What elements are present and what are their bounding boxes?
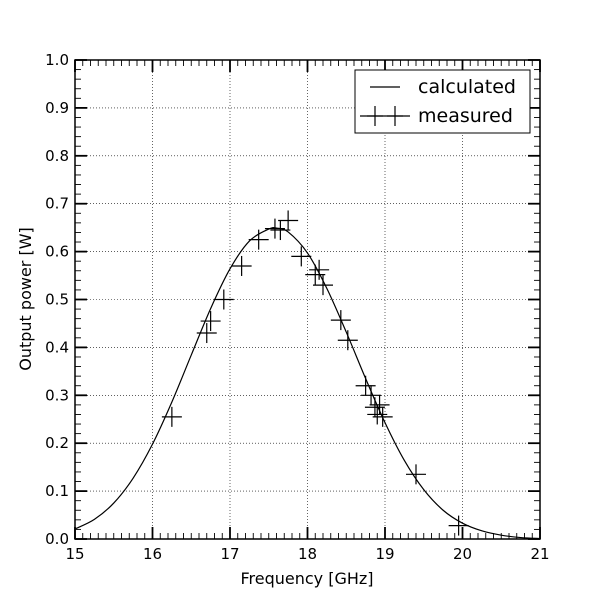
y-tick-label: 0.1 — [45, 482, 69, 500]
legend-label-measured: measured — [418, 105, 513, 127]
x-tick-label: 15 — [65, 545, 84, 563]
plot-area — [74, 210, 541, 540]
measured-point — [309, 259, 330, 280]
measured-point — [372, 406, 393, 427]
measured-point — [367, 404, 388, 425]
ticks — [74, 59, 541, 540]
calculated-curve — [74, 227, 541, 540]
x-tick-label: 20 — [453, 545, 472, 563]
measured-point — [278, 210, 299, 231]
legend: calculated measured — [354, 69, 531, 134]
measured-point — [448, 515, 469, 536]
x-tick-label: 21 — [530, 545, 549, 563]
measured-point — [406, 464, 426, 485]
y-tick-label: 1.0 — [45, 51, 69, 69]
y-tick-label: 0.5 — [45, 291, 69, 309]
tick-labels: 15 16 17 18 19 20 21 0.0 0.1 0.2 0.3 0.4 0.5 0.6 0.7 0.… — [45, 51, 549, 563]
y-tick-label: 0.6 — [45, 243, 69, 261]
legend-label-calculated: calculated — [418, 76, 516, 98]
measured-point — [313, 275, 333, 296]
legend-box — [354, 69, 531, 134]
x-tick-label: 19 — [375, 545, 394, 563]
y-tick-label: 0.4 — [45, 338, 69, 356]
y-axis-title: Output power [W] — [16, 227, 35, 371]
measured-point — [270, 220, 291, 241]
measured-point — [337, 330, 358, 351]
plot-frame — [74, 59, 541, 540]
y-tick-label: 0.8 — [45, 147, 69, 165]
measured-point — [248, 229, 269, 250]
grid — [75, 60, 540, 539]
y-tick-label: 0.7 — [45, 195, 69, 213]
measured-point — [361, 385, 382, 406]
y-tick-label: 0.3 — [45, 386, 69, 404]
measured-point — [369, 394, 390, 415]
y-tick-label: 0.0 — [45, 530, 69, 548]
measured-point — [291, 246, 312, 267]
y-tick-label: 0.2 — [45, 434, 69, 452]
measured-point — [330, 310, 351, 331]
x-tick-label: 17 — [220, 545, 239, 563]
measured-point — [161, 406, 182, 427]
measured-point — [264, 218, 285, 239]
measured-point — [196, 323, 217, 344]
measured-point — [200, 311, 221, 332]
measured-point — [213, 289, 234, 310]
x-tick-label: 16 — [143, 545, 162, 563]
measured-point — [231, 255, 252, 276]
measured-point — [305, 264, 326, 285]
x-axis-title: Frequency [GHz] — [240, 569, 373, 588]
measured-point — [355, 375, 376, 396]
x-tick-label: 18 — [298, 545, 317, 563]
y-tick-label: 0.9 — [45, 99, 69, 117]
